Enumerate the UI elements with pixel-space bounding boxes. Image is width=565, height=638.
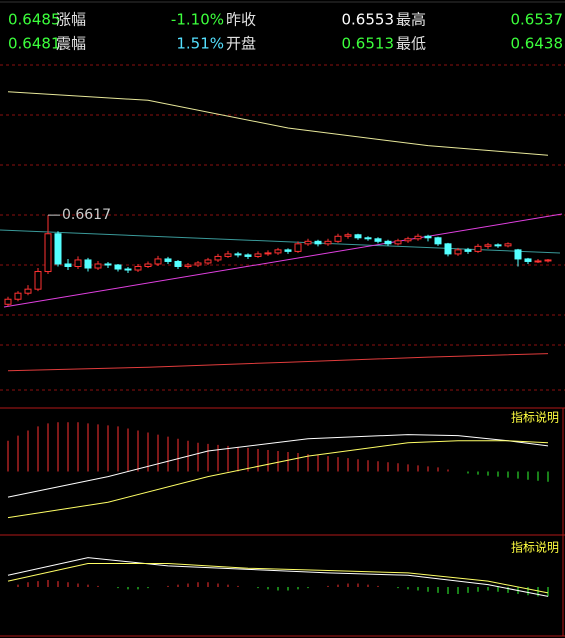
candle-body [514,249,522,260]
trendlines [0,213,563,308]
candle-body [234,253,242,256]
field-value: 1.51% [176,35,224,53]
indicator-line [7,440,549,519]
field-label: 开盘 [226,35,256,53]
candle-body [84,259,92,269]
candle-body [304,240,312,245]
candle-body [224,253,232,257]
candle-body [294,243,302,252]
field-label: 昨收 [226,11,256,29]
candle-body [74,259,82,267]
candle-body [334,235,342,242]
candle-body [104,263,112,266]
candle-body [134,265,142,271]
candle-body [114,264,122,270]
candle-body [154,258,162,265]
price: 0.6485 [8,11,61,29]
candle-body [284,249,292,252]
indicator-line [7,557,549,597]
field-label: 震幅 [56,35,86,53]
candle-body [124,268,132,271]
candle-body [4,298,12,305]
candle-body [374,238,382,242]
indicator-line [7,434,549,498]
field-label: 最低 [396,35,426,53]
candle-body [54,233,62,265]
candle-body [214,255,222,261]
candle-body [264,252,272,255]
field-value: 0.6513 [342,35,395,53]
candle-body [274,249,282,254]
candle-body [64,263,72,267]
candle-body [424,235,432,239]
field-label: 最高 [396,11,426,29]
field-value: 0.6553 [342,11,395,29]
indicator-label: 指标说明 [511,540,559,555]
candle-body [94,263,102,269]
indicator-line [7,563,549,594]
candle-body [184,264,192,267]
panel-frame [0,64,565,637]
candle-body [474,245,482,252]
candle-body [34,271,42,290]
candle-body [244,254,252,257]
annotation: 0.6617 [62,207,111,223]
candle-body [24,288,32,294]
candle-body [484,244,492,247]
candle-body [534,260,542,263]
candle-body [164,258,172,262]
candle-body [314,240,322,245]
candle-body [204,259,212,264]
candle-body [404,238,412,242]
field-value: 0.6537 [511,11,564,29]
candle-body [364,237,372,240]
indicator-line [7,353,549,372]
candle-body [434,237,442,245]
candle-body [354,234,362,239]
candle-body [144,263,152,267]
candle-body [174,260,182,267]
header: 0.6485 涨幅 -1.10% 昨收 0.6553 最高 0.6537 0.6… [8,11,563,53]
candle-body [394,240,402,245]
candle-body [454,249,462,255]
candle-body [504,243,512,247]
field-value: 0.6438 [511,35,564,53]
candle-body [344,234,352,237]
candle-body [324,240,332,245]
candle-body [384,240,392,245]
indicator-label: 指标说明 [511,410,559,425]
field-value: -1.10% [171,11,224,29]
candle-body [524,258,532,262]
price: 0.6481 [8,35,61,53]
candle-body [194,262,202,266]
candle-body [494,244,502,247]
indicator-line [7,91,549,156]
candle-body [414,235,422,240]
candle-body [254,253,262,257]
candle-body [464,249,472,252]
candle-body [44,233,52,273]
candle-body [544,259,552,262]
candle-body [14,292,22,300]
field-label: 涨幅 [56,11,86,29]
candle-body [444,243,452,255]
